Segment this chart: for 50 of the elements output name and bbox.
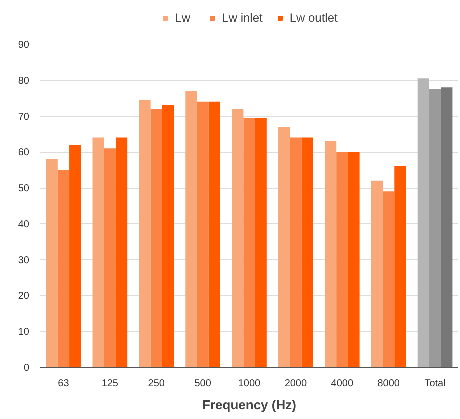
bar xyxy=(162,106,174,368)
bar xyxy=(186,91,198,368)
bar xyxy=(336,152,348,368)
bar xyxy=(302,138,314,368)
bar xyxy=(418,78,430,368)
x-tick-label: 4000 xyxy=(331,378,354,390)
bar xyxy=(208,102,220,368)
bar xyxy=(46,159,58,368)
x-tick-label: 63 xyxy=(58,378,70,390)
legend-label: Lw inlet xyxy=(222,11,263,25)
bar xyxy=(371,180,384,368)
y-tick-label: 0 xyxy=(24,363,30,374)
y-tick-label: 70 xyxy=(18,112,30,123)
x-axis-title: Frequency (Hz) xyxy=(202,398,296,412)
y-tick-label: 50 xyxy=(18,184,30,195)
bar xyxy=(324,141,337,368)
x-tick-label: 500 xyxy=(194,378,212,390)
legend-label: Lw outlet xyxy=(290,11,338,25)
y-tick-label: 40 xyxy=(18,219,30,230)
bar xyxy=(244,118,256,368)
bar xyxy=(290,138,302,368)
y-tick-label: 20 xyxy=(18,291,30,302)
y-tick-label: 30 xyxy=(18,255,30,266)
bar xyxy=(70,144,82,368)
bar xyxy=(104,148,116,368)
y-tick-label: 90 xyxy=(18,40,30,51)
bar xyxy=(394,166,406,368)
bar xyxy=(429,89,442,368)
bar xyxy=(139,100,151,368)
x-tick-label: Total xyxy=(424,378,446,390)
x-tick-label: 1000 xyxy=(238,378,262,390)
x-tick-label: 2000 xyxy=(284,378,308,390)
x-tick-label: 8000 xyxy=(378,378,400,390)
x-tick-label: 125 xyxy=(102,378,119,390)
y-tick-label: 10 xyxy=(18,327,30,338)
bar xyxy=(150,109,162,368)
bar xyxy=(58,170,70,368)
bar xyxy=(383,192,395,368)
y-tick-label: 60 xyxy=(18,148,30,159)
bar xyxy=(255,118,267,368)
bar xyxy=(116,138,128,368)
x-tick-label: 250 xyxy=(148,378,166,390)
bar xyxy=(348,152,360,368)
bar xyxy=(278,127,290,368)
y-tick-label: 80 xyxy=(18,76,30,87)
bar xyxy=(441,88,453,368)
bar xyxy=(232,109,244,368)
bar xyxy=(92,138,104,368)
bar xyxy=(197,102,209,368)
legend-label: Lw xyxy=(175,11,192,25)
